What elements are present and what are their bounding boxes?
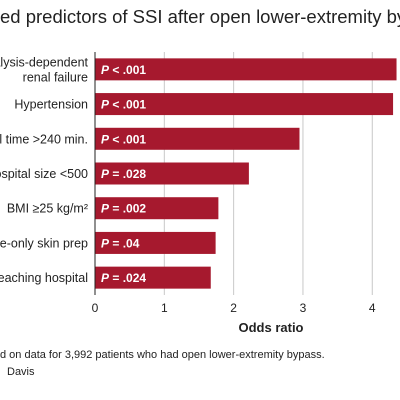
category-label: ospital size <500	[0, 167, 88, 181]
category-label: Hypertension	[14, 98, 88, 112]
bar-value-label: P < .001	[101, 98, 146, 112]
bar	[95, 231, 216, 254]
x-tick-label: 4	[369, 301, 376, 315]
chart-title: ed predictors of SSI after open lower-ex…	[0, 6, 400, 27]
bar-value-label: P = .028	[101, 167, 146, 181]
bar-value-label: P = .04	[101, 236, 140, 250]
x-tick-label: 0	[92, 301, 99, 315]
footnote: d on data for 3,992 patients who had ope…	[0, 349, 325, 361]
category-label: eaching hospital	[0, 271, 88, 285]
bar-value-label: P < .001	[101, 132, 146, 146]
category-label: ne-only skin prep	[0, 236, 88, 250]
bar	[95, 93, 394, 116]
category-labels: alysis-dependent renal failure Hypertensio…	[0, 55, 89, 285]
bar	[95, 127, 300, 150]
x-axis: 0 1 2 3 4 Odds ratio	[92, 52, 376, 335]
credit: Davis	[7, 366, 35, 378]
x-tick-label: 1	[161, 301, 168, 315]
bar	[95, 162, 249, 185]
category-label: l time >240 min.	[0, 132, 88, 146]
bar-value-label: P = .002	[101, 202, 146, 216]
bar-value-label: P = .024	[101, 271, 146, 285]
x-tick-label: 3	[300, 301, 307, 315]
category-label: alysis-dependent renal failure	[0, 55, 89, 84]
category-label: BMI ≥25 kg/m²	[7, 202, 88, 216]
bar	[95, 58, 397, 81]
bar	[95, 266, 211, 289]
x-axis-label: Odds ratio	[238, 320, 303, 335]
bars: P < .001 P < .001 P < .001 P = .028 P = .002…	[95, 58, 397, 289]
bar	[95, 197, 219, 220]
bar-value-label: P < .001	[101, 63, 146, 77]
x-tick-label: 2	[230, 301, 237, 315]
